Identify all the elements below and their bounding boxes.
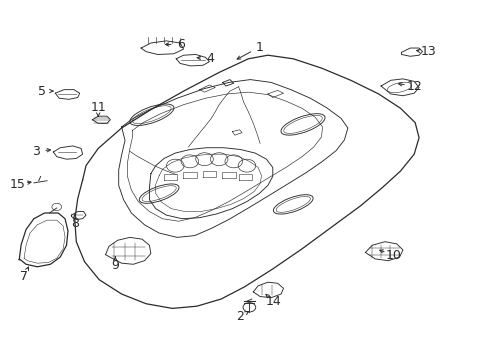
Text: 13: 13 (420, 45, 436, 58)
Text: 15: 15 (10, 178, 26, 191)
Text: 1: 1 (255, 41, 263, 54)
Text: 9: 9 (111, 259, 119, 272)
Text: 11: 11 (90, 101, 106, 114)
Text: 4: 4 (206, 52, 214, 65)
Text: 6: 6 (177, 38, 184, 51)
Text: 3: 3 (32, 145, 40, 158)
Text: 10: 10 (385, 249, 400, 262)
Text: 12: 12 (406, 80, 421, 93)
Text: 8: 8 (71, 217, 79, 230)
Text: 14: 14 (265, 295, 281, 308)
Text: 5: 5 (38, 85, 46, 98)
Text: 2: 2 (235, 310, 243, 324)
Text: 7: 7 (20, 270, 28, 283)
